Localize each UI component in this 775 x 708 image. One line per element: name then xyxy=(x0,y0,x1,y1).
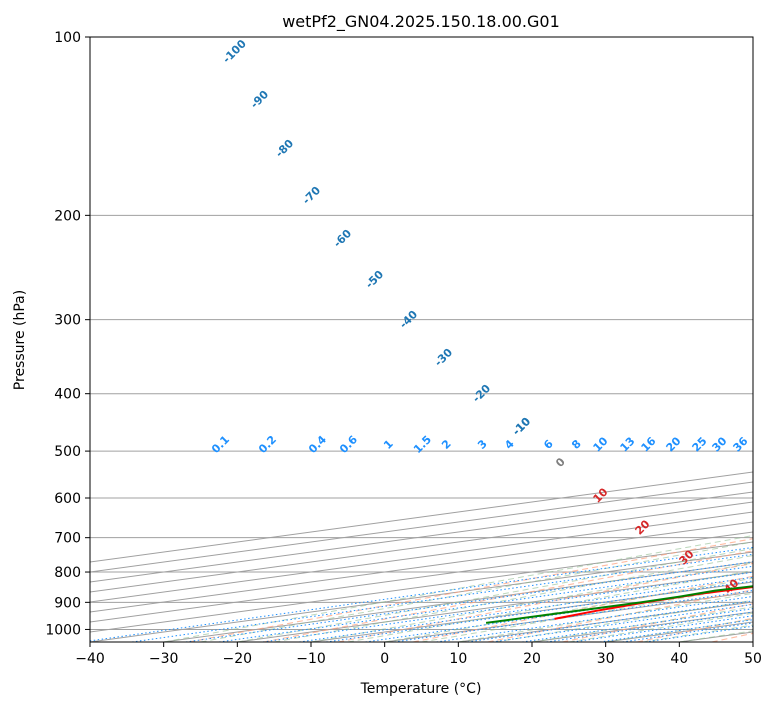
isotherm-line xyxy=(90,481,753,573)
dry-adiabat-line xyxy=(412,575,753,642)
mixing-ratio-line xyxy=(90,546,753,642)
y-axis-ticks: 100 200 300 400 500 600 700 800 900 1000 xyxy=(45,30,90,638)
y-tick-label: 100 xyxy=(54,30,81,46)
y-tick-label: 300 xyxy=(54,313,81,329)
mixing-ratio-line xyxy=(492,603,753,642)
x-tick-label: 10 xyxy=(449,651,467,667)
isotherm-lines xyxy=(90,471,753,642)
moist-adiabat-line xyxy=(421,585,753,642)
x-tick-label: −10 xyxy=(296,651,326,667)
x-tick-label: −30 xyxy=(149,651,179,667)
y-tick-label: 1000 xyxy=(45,622,81,638)
mixing-ratio-line xyxy=(185,561,753,642)
mixing-ratio-lines xyxy=(90,546,753,642)
mixing-ratio-line xyxy=(546,611,753,642)
x-tick-label: −40 xyxy=(75,651,105,667)
chart-title: wetPf2_GN04.2025.150.18.00.G01 xyxy=(282,12,560,32)
isotherm-line xyxy=(90,501,753,593)
mixing-ratio-line xyxy=(467,600,753,642)
moist-adiabat-line xyxy=(200,541,753,642)
x-tick-label: 40 xyxy=(670,651,688,667)
dry-adiabat-lines xyxy=(188,538,753,642)
x-axis-ticks: −40 −30 −20 −10 0 10 20 30 40 50 xyxy=(75,642,762,667)
isotherm-line xyxy=(90,491,753,583)
dry-adiabat-line xyxy=(338,562,753,642)
x-tick-label: 50 xyxy=(744,651,762,667)
x-tick-label: 0 xyxy=(380,651,389,667)
dry-adiabat-line xyxy=(188,538,753,642)
y-axis-label: Pressure (hPa) xyxy=(12,290,28,390)
y-tick-label: 400 xyxy=(54,387,81,403)
isotherm-line xyxy=(90,471,753,563)
x-tick-label: 30 xyxy=(597,651,615,667)
moist-adiabat-lines xyxy=(163,535,753,642)
y-tick-label: 200 xyxy=(54,208,81,224)
mixing-ratio-line xyxy=(436,595,753,642)
x-axis-label: Temperature (°C) xyxy=(360,681,482,697)
x-tick-label: −20 xyxy=(223,651,253,667)
moist-adiabat-line xyxy=(237,548,753,642)
isotherm-line xyxy=(90,531,753,623)
y-tick-label: 600 xyxy=(54,491,81,507)
moist-adiabat-line xyxy=(163,535,753,642)
y-tick-label: 800 xyxy=(54,565,81,581)
y-tick-label: 900 xyxy=(54,595,81,611)
mixing-ratio-line xyxy=(131,553,753,642)
isobar-lines xyxy=(90,37,753,630)
y-tick-label: 700 xyxy=(54,531,81,547)
x-tick-label: 20 xyxy=(523,651,541,667)
y-tick-label: 500 xyxy=(54,444,81,460)
isotherm-line xyxy=(90,521,753,613)
isotherm-line xyxy=(90,511,753,603)
mixing-ratio-line xyxy=(522,608,753,642)
plot-frame xyxy=(89,36,754,643)
moist-adiabat-line xyxy=(347,569,753,642)
